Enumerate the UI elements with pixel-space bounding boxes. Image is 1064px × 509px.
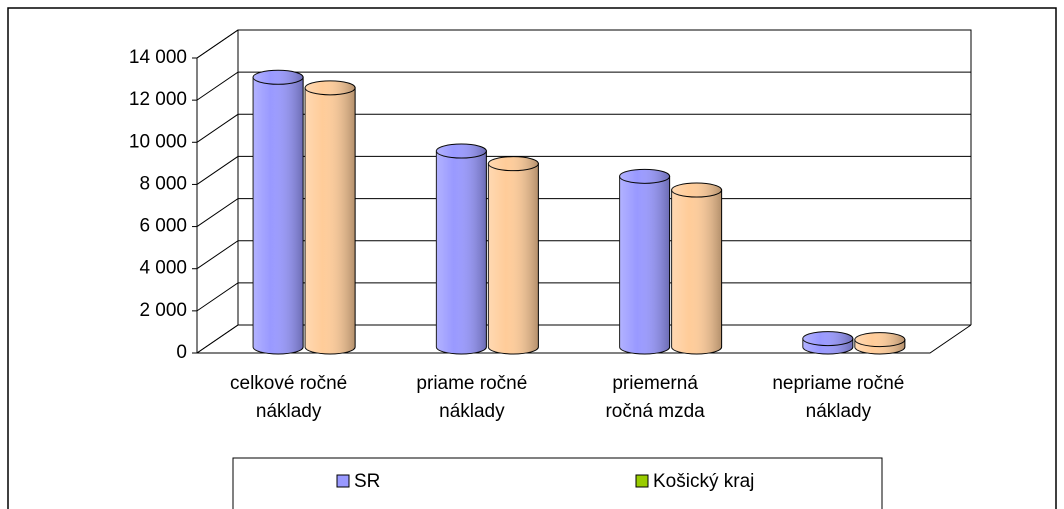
bar-top-shade (436, 144, 487, 159)
grid-line (196, 282, 971, 312)
bar-shade (436, 151, 487, 354)
bar (435, 143, 487, 355)
x-tick-label: nepriame ročné (772, 373, 904, 394)
legend-label: SR (354, 471, 380, 492)
grid-line (196, 198, 971, 227)
bar-top-shade (854, 332, 905, 347)
grid-line (196, 71, 971, 101)
legend-marker (336, 474, 350, 488)
grid-line (196, 155, 971, 185)
legend-label: Košický kraj (653, 471, 754, 492)
x-tick-label: priemerná (612, 373, 698, 394)
bar (671, 182, 723, 355)
x-tick-label: priame ročné (416, 373, 527, 394)
floor (197, 324, 972, 354)
bar-top-shade (802, 331, 853, 346)
grid-line (196, 29, 971, 59)
bar-shade (305, 87, 356, 355)
bar (304, 80, 356, 355)
legend-marker (635, 474, 649, 488)
legend-box (232, 457, 883, 509)
x-tick-label: náklady (439, 401, 505, 422)
bar (252, 69, 304, 355)
bar-top-shade (305, 80, 356, 95)
bar-top-shade (253, 70, 304, 85)
grid-line (196, 240, 971, 270)
grid-line (196, 324, 971, 354)
bar (802, 331, 854, 355)
y-tick-label: 10 000 (129, 131, 187, 152)
x-tick-label: ročná mzda (605, 401, 705, 422)
y-tick-label: 8 000 (139, 173, 187, 194)
y-tick-label: 0 (176, 342, 187, 363)
bar-top-shade (619, 169, 670, 184)
grid-line (196, 113, 971, 143)
bar (487, 156, 539, 355)
y-tick-label: 12 000 (129, 89, 187, 110)
x-tick-label: celkové ročné (230, 373, 347, 394)
bar-shade (671, 190, 722, 354)
x-tick-label: náklady (256, 401, 322, 422)
x-tick-label: náklady (806, 401, 872, 422)
y-tick-label: 6 000 (139, 216, 187, 237)
y-tick-label: 2 000 (139, 300, 187, 321)
bar (854, 332, 906, 355)
bar (619, 168, 671, 355)
y-tick-label: 14 000 (129, 47, 187, 68)
y-tick-label: 4 000 (139, 258, 187, 279)
bar-top-shade (488, 156, 539, 171)
bar-top-shade (671, 183, 722, 198)
bar-shade (488, 163, 539, 354)
bar-shade (253, 77, 304, 355)
bar-shade (619, 176, 670, 354)
